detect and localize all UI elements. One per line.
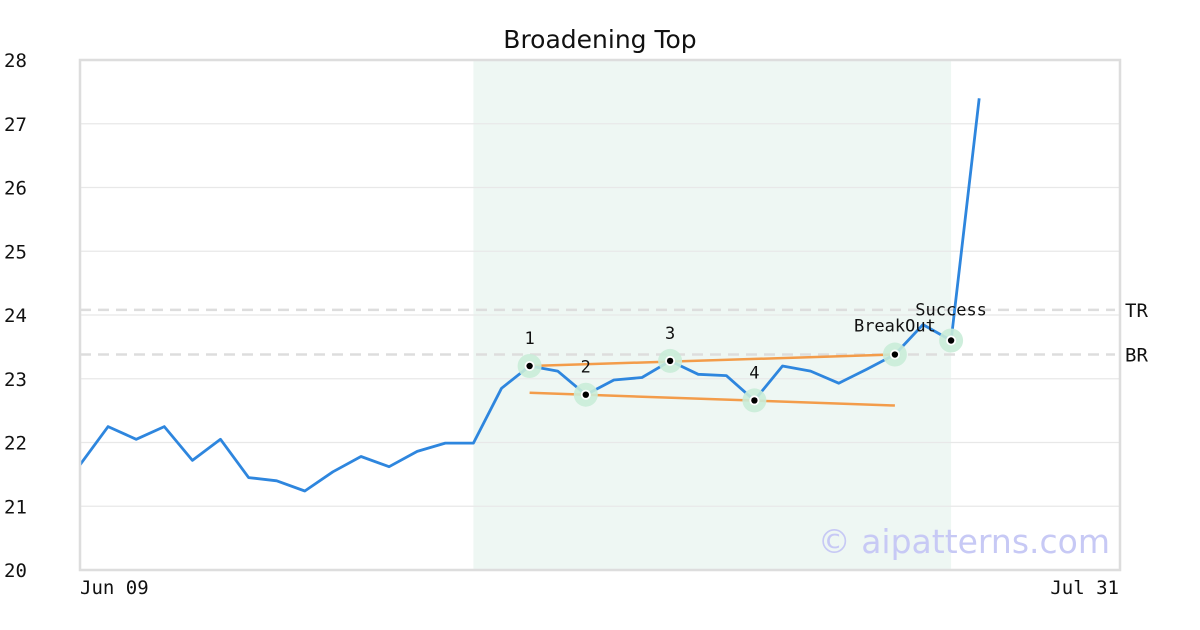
reference-lines: TR BR	[80, 300, 1148, 367]
y-tick-label: 24	[4, 305, 27, 327]
reference-line-label: TR	[1125, 300, 1148, 322]
key-point-dot	[947, 337, 955, 344]
chart-title: Broadening Top	[503, 25, 696, 54]
key-point-dot	[891, 351, 899, 358]
key-point-dot	[582, 391, 589, 398]
key-point-label: BreakOut	[854, 317, 936, 337]
y-tick-label: 25	[4, 241, 27, 263]
reference-line-label: BR	[1125, 345, 1148, 367]
y-axis-ticks: 20 21 22 23 24 25 26 27 28	[4, 50, 27, 582]
key-point-label: 4	[749, 363, 759, 383]
key-point-dot	[526, 362, 533, 370]
y-tick-label: 22	[4, 433, 27, 455]
y-tick-label: 21	[4, 496, 27, 518]
y-tick-label: 27	[4, 114, 27, 136]
key-point-label: 3	[665, 324, 675, 344]
key-point-label: 1	[524, 329, 534, 349]
key-point-dot	[666, 357, 674, 365]
y-tick-label: 28	[4, 50, 27, 72]
y-tick-label: 26	[4, 178, 27, 200]
x-tick-start: Jun 09	[80, 577, 149, 599]
grid	[80, 123, 1120, 507]
plot-frame	[78, 58, 1122, 572]
y-tick-label: 20	[4, 560, 27, 582]
key-point-dot	[751, 397, 758, 404]
y-tick-label: 23	[4, 369, 27, 391]
key-point-label: Success	[915, 301, 987, 321]
trendline	[529, 353, 895, 368]
watermark: © aipatterns.com	[818, 522, 1110, 561]
x-tick-end: Jul 31	[1050, 577, 1119, 599]
key-point-label: 2	[581, 358, 591, 378]
